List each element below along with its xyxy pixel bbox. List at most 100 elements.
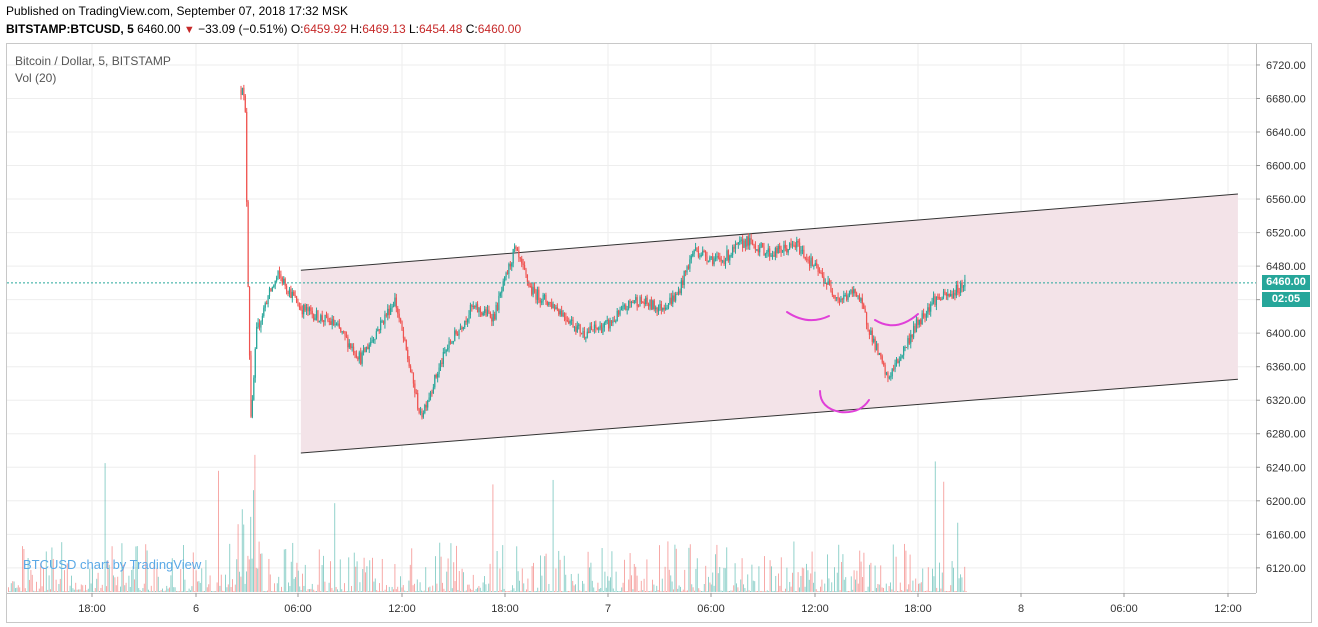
candle-body [514,246,516,249]
candle-body [783,244,785,252]
high-label: H: [350,22,363,36]
volume-bar [51,547,53,592]
volume-bar [418,591,420,592]
volume-bar [400,576,401,592]
annotations [786,311,919,414]
volume-bar [957,522,959,592]
volume-bar [964,566,966,592]
volume-bar [85,584,86,592]
volume-bar [748,590,750,592]
candle-body [390,308,392,315]
candle-body [382,320,385,324]
volume-bar [874,565,876,592]
candle-body [732,246,734,256]
candle-body [337,323,339,325]
candle-body [808,260,811,267]
volume-bar [288,582,289,592]
candle-body [335,323,338,325]
volume-bar [675,548,677,592]
volume-bar [430,590,432,592]
volume-bar [253,490,254,592]
volume-bar [573,585,575,592]
volume-bar [500,589,502,592]
volume-bar [793,541,795,592]
candle-body [704,251,707,257]
volume-bar [657,590,659,592]
candle-body [653,300,655,310]
candle-body [562,312,564,317]
candle-body [287,290,289,295]
candle-body [368,344,370,350]
volume-bar [489,563,491,592]
volume-bar [303,585,305,592]
volume-bar [247,555,249,592]
volume-bar [846,591,848,592]
candle-body [672,295,674,304]
volume-bar [545,553,547,592]
volume-bar [240,576,242,592]
candle-body [375,331,377,339]
volume-bar [318,549,320,592]
volume-bar [366,566,368,592]
volume-bar [719,566,721,592]
volume-bar [822,591,824,592]
price-tick-label: 6720.00 [1266,60,1306,72]
volume-bar [411,548,413,592]
candle-body [660,304,662,311]
candle-body [622,306,624,310]
volume-bar [930,591,932,592]
volume-bar [13,581,15,592]
volume-bar [337,589,338,592]
volume-bar [229,543,231,592]
candle-body [703,250,705,252]
candle-body [602,327,604,333]
volume-bar [454,581,456,592]
volume-bar [381,558,383,592]
volume-bar [948,591,950,592]
candle-body [952,292,955,299]
candle-body [801,249,804,251]
volume-bar [188,588,190,592]
volume-bar [786,567,788,592]
candle-body [501,290,503,294]
candle-body [452,341,454,343]
volume-bar [537,587,539,592]
volume-bar [829,591,831,592]
candle-body [961,282,963,288]
candle-body [954,292,956,296]
volume-bar [876,587,877,592]
candle-body [451,342,453,344]
candle-body [780,249,782,253]
volume-bar [638,591,639,592]
volume-bar [155,591,156,592]
candle-body [437,373,439,378]
volume-bar [839,590,841,592]
candle-body [244,95,246,112]
time-tick-label: 7 [605,603,611,615]
candle-body [401,321,403,331]
candle-body [680,280,682,294]
volume-bar [766,590,768,592]
volume-bar [495,591,497,592]
volume-bar [764,556,765,592]
chart-frame[interactable] [6,43,1312,623]
volume-bar [871,591,873,592]
watermark-link[interactable]: BTCUSD chart by TradingView [23,557,202,572]
candle-body [937,296,939,298]
volume-bar [673,589,674,592]
candle-body [632,301,634,303]
volume-bar [692,587,694,592]
volume-bar [58,584,60,592]
candle-body [854,289,856,294]
time-axis: 18:00 6 06:00 12:00 18:00 7 06:00 12:00 18:00 8 06… [7,593,1256,615]
candle-body [586,331,588,338]
volume-bar [492,484,494,592]
candle-body [345,335,348,338]
price-tick-label: 6360.00 [1266,362,1306,374]
candle-body [826,282,828,285]
candle-body [305,307,308,311]
volume-bar [450,543,452,592]
candle-body [689,259,691,269]
candle-body [932,296,935,303]
